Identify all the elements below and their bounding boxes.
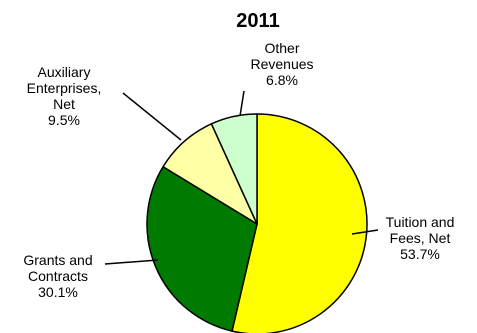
slice-category-label: Net	[53, 96, 75, 112]
slice-labels: Tuition and Fees, Net 53.7% Grants and Contr…	[23, 40, 454, 300]
slice-percent-label: 30.1%	[38, 284, 78, 300]
slice-category-label: Fees, Net	[390, 230, 451, 246]
slice-category-label: Grants and	[23, 252, 92, 268]
chart-title: 2011	[236, 10, 279, 32]
slice-label-2: Grants and Contracts 30.1%	[23, 252, 92, 300]
slice-category-label: Enterprises,	[27, 80, 102, 96]
slice-category-label: Revenues	[250, 56, 313, 72]
pie-slice-4	[210, 113, 258, 225]
slice-category-label: Other	[264, 40, 299, 56]
slice-percent-label: 6.8%	[266, 72, 298, 88]
slice-category-label: Contracts	[28, 268, 88, 284]
slice-percent-label: 9.5%	[48, 112, 80, 128]
slice-category-label: Tuition and	[386, 214, 455, 230]
slice-category-label: Auxiliary	[38, 64, 91, 80]
slice-label-3: Auxiliary Enterprises, Net 9.5%	[27, 64, 102, 128]
leader-line-1	[351, 229, 379, 235]
slice-label-1: Tuition and Fees, Net 53.7%	[386, 214, 455, 262]
leader-line-4	[239, 90, 245, 117]
leader-lines	[104, 90, 379, 265]
leader-line-2	[104, 259, 159, 265]
slice-label-4: Other Revenues 6.8%	[250, 40, 313, 88]
pie-slices	[146, 113, 368, 333]
slice-percent-label: 53.7%	[400, 246, 440, 262]
leader-line-3	[122, 92, 182, 141]
pie-slice-1	[231, 113, 368, 333]
